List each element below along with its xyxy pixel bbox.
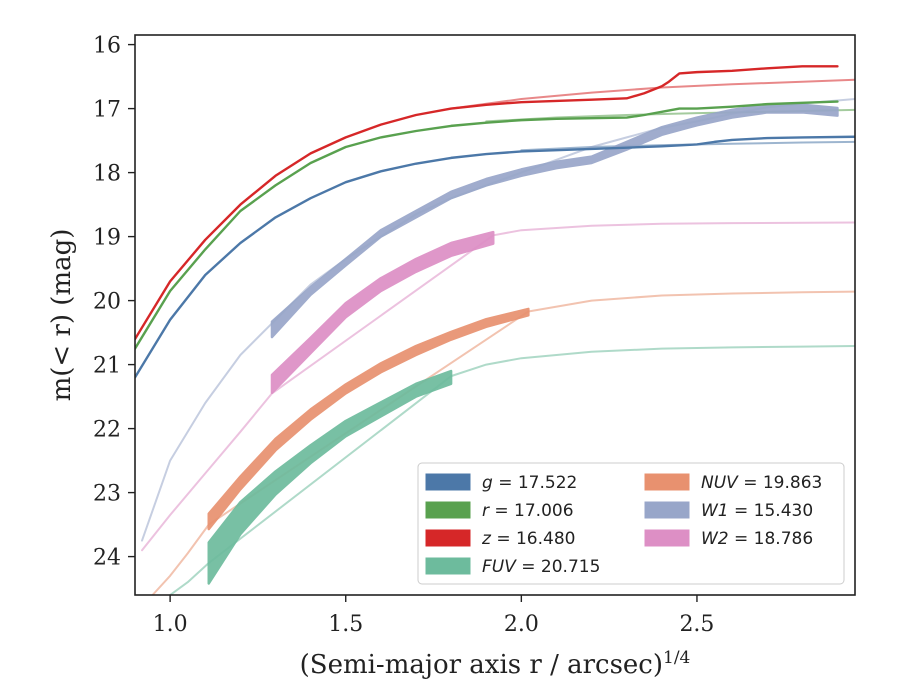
legend-swatch-w1 (644, 501, 690, 519)
series-layer (135, 65, 855, 595)
y-tick-label: 20 (93, 290, 121, 315)
y-tick-label: 17 (93, 98, 121, 123)
legend-swatch-nuv (644, 473, 690, 491)
legend-swatch-w2 (644, 529, 690, 547)
x-axis-label: (Semi-major axis r / arcsec)1/4 (300, 648, 691, 680)
x-axis: 1.0 1.5 2.0 2.5 (153, 595, 714, 637)
y-tick-label: 23 (93, 482, 121, 507)
x-tick-label: 1.5 (328, 612, 363, 637)
y-tick-label: 19 (93, 226, 121, 251)
legend-box (417, 462, 845, 585)
legend-swatch-r (425, 501, 471, 519)
series-line-z (135, 65, 839, 341)
legend-swatch-z (425, 529, 471, 547)
series-band-w2 (270, 230, 495, 395)
x-tick-label: 2.0 (504, 612, 539, 637)
x-tick-label: 1.0 (153, 612, 188, 637)
legend-label-r: r = 17.006 (482, 501, 574, 521)
y-tick-label: 16 (93, 34, 121, 59)
legend-label-w1: W1 = 15.430 (701, 501, 813, 521)
model-line-nuv-model (151, 290, 855, 595)
legend-label-nuv: NUV = 19.863 (701, 473, 822, 493)
y-tick-label: 24 (93, 546, 121, 571)
legend-label-fuv: FUV = 20.715 (482, 557, 600, 577)
x-tick-label: 2.5 (679, 612, 714, 637)
y-tick-label: 21 (93, 354, 121, 379)
legend-label-w2: W2 = 18.786 (701, 529, 813, 549)
plot-frame (134, 34, 856, 596)
series-band-nuv (207, 307, 530, 531)
series-band-fuv (207, 369, 453, 585)
legend-swatch-g (425, 473, 471, 491)
y-axis-label: m(< r) (mag) (47, 229, 77, 402)
legend-swatch-fuv (425, 557, 471, 575)
series-line-g (135, 135, 855, 379)
y-tick-label: 18 (93, 162, 121, 187)
legend-label-g: g = 17.522 (482, 473, 577, 493)
y-tick-label: 22 (93, 418, 121, 443)
model-line-fuv-model (169, 345, 855, 595)
series-line-r (135, 100, 839, 350)
legend: g = 17.522 r = 17.006 z = 16.480 FUV = 20.7… (417, 462, 845, 585)
y-axis: 16 17 18 19 20 21 22 23 24 (93, 34, 135, 571)
legend-label-z: z = 16.480 (481, 529, 575, 549)
series-band-w1 (270, 103, 839, 339)
